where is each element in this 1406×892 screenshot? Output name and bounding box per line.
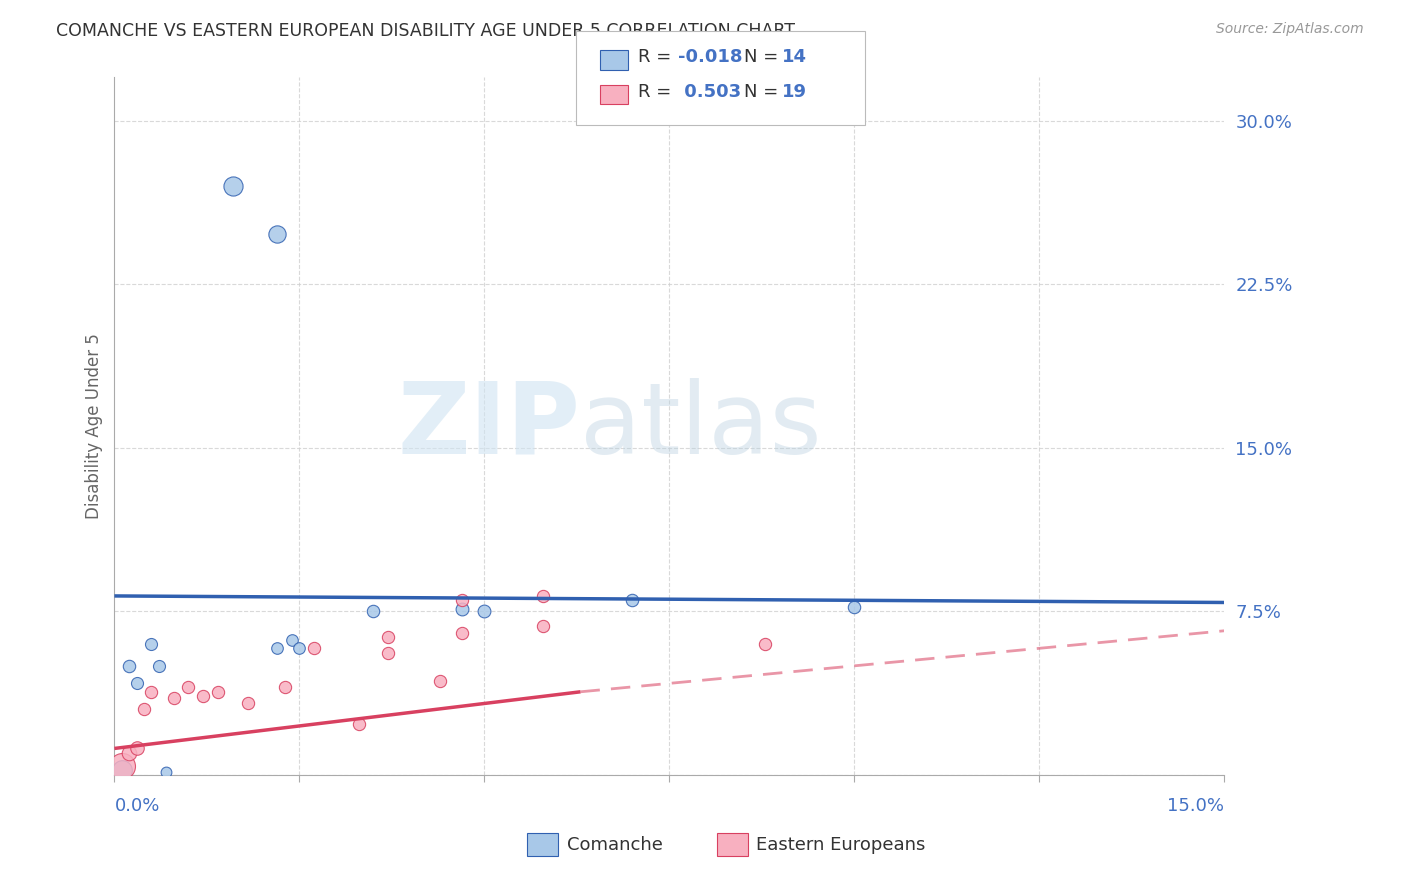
Point	[302, 641, 325, 656]
Point	[141, 685, 163, 699]
Point	[288, 641, 311, 656]
Point	[193, 689, 215, 703]
Point	[451, 602, 474, 616]
Text: Eastern Europeans: Eastern Europeans	[756, 836, 925, 854]
Point	[472, 604, 495, 618]
Point	[621, 593, 644, 607]
Point	[266, 227, 288, 242]
Point	[754, 637, 776, 651]
Point	[222, 179, 245, 194]
Text: R =: R =	[638, 83, 678, 101]
Text: 19: 19	[782, 83, 807, 101]
Point	[377, 646, 399, 660]
Text: -0.018: -0.018	[678, 48, 742, 66]
Point	[363, 604, 385, 618]
Point	[125, 741, 148, 756]
Point	[148, 658, 170, 673]
Point	[155, 765, 177, 780]
Point	[118, 658, 141, 673]
Point	[533, 589, 555, 603]
Point	[273, 681, 295, 695]
Point	[111, 763, 134, 777]
Text: 14: 14	[782, 48, 807, 66]
Text: atlas: atlas	[581, 377, 823, 475]
Point	[118, 746, 141, 760]
Point	[451, 626, 474, 640]
Point	[141, 637, 163, 651]
Point	[125, 676, 148, 690]
Point	[132, 702, 155, 716]
Point	[281, 632, 304, 647]
Point	[377, 630, 399, 644]
Point	[266, 641, 288, 656]
Text: R =: R =	[638, 48, 678, 66]
Point	[111, 759, 134, 773]
Text: COMANCHE VS EASTERN EUROPEAN DISABILITY AGE UNDER 5 CORRELATION CHART: COMANCHE VS EASTERN EUROPEAN DISABILITY …	[56, 22, 796, 40]
Point	[162, 691, 184, 706]
Y-axis label: Disability Age Under 5: Disability Age Under 5	[86, 333, 103, 519]
Text: N =: N =	[744, 48, 783, 66]
Text: 0.503: 0.503	[678, 83, 741, 101]
Point	[177, 681, 200, 695]
Point	[236, 696, 259, 710]
Text: 0.0%: 0.0%	[114, 797, 160, 815]
Text: ZIP: ZIP	[398, 377, 581, 475]
Point	[844, 599, 866, 614]
Point	[451, 593, 474, 607]
Text: Source: ZipAtlas.com: Source: ZipAtlas.com	[1216, 22, 1364, 37]
Text: N =: N =	[744, 83, 783, 101]
Point	[207, 685, 229, 699]
Point	[429, 673, 451, 688]
Point	[347, 717, 370, 731]
Point	[533, 619, 555, 633]
Text: 15.0%: 15.0%	[1167, 797, 1225, 815]
Text: Comanche: Comanche	[567, 836, 662, 854]
